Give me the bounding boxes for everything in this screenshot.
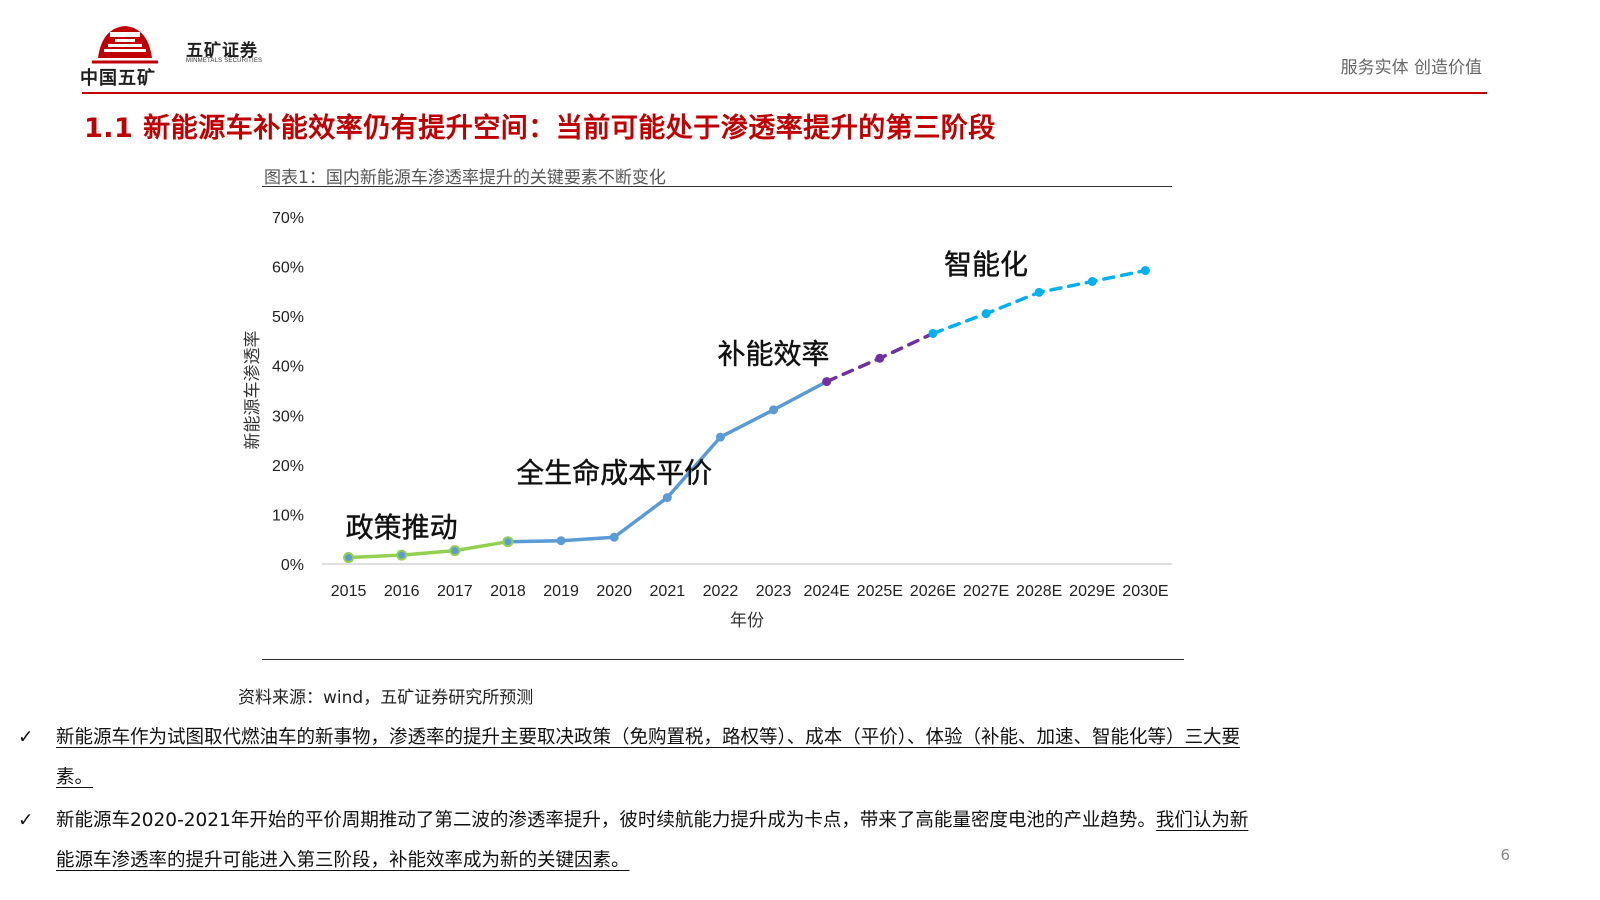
bullet-2-line-2: 能源车渗透率的提升可能进入第三阶段，补能效率成为新的关键因素。: [56, 850, 630, 871]
header-divider: [82, 92, 1487, 94]
y-tick-label: 70%: [272, 210, 304, 227]
data-point: [769, 405, 779, 415]
bullet-1-line-1: 新能源车作为试图取代燃油车的新事物，渗透率的提升主要取决政策（免购置税，路权等）…: [56, 727, 1241, 748]
x-tick-label: 2028E: [1016, 583, 1062, 600]
x-tick-label: 2030E: [1122, 583, 1168, 600]
x-axis-title: 年份: [730, 611, 764, 631]
china-minmetals-logo: [80, 18, 170, 90]
y-tick-label: 40%: [272, 359, 304, 376]
data-point: [981, 309, 991, 319]
x-tick-label: 2017: [437, 583, 473, 600]
data-point: [1140, 266, 1150, 276]
data-point: [928, 328, 938, 338]
chart-source: 资料来源：wind，五矿证券研究所预测: [238, 688, 534, 708]
y-tick-label: 0%: [281, 557, 304, 574]
data-point: [1087, 276, 1097, 286]
caption-divider: [262, 186, 1172, 187]
data-point: [556, 536, 566, 546]
y-tick-label: 60%: [272, 260, 304, 277]
y-axis-title: 新能源车渗透率: [243, 331, 263, 450]
x-tick-label: 2024E: [804, 583, 850, 600]
y-tick-label: 50%: [272, 309, 304, 326]
data-point: [502, 536, 514, 548]
slogan: 服务实体 创造价值: [1340, 58, 1482, 78]
phase-annotation: 智能化: [944, 248, 1028, 281]
x-tick-label: 2023: [756, 583, 792, 600]
data-point: [343, 552, 355, 564]
phase-annotation: 全生命成本平价: [516, 456, 712, 489]
y-tick-label: 30%: [272, 408, 304, 425]
phase-annotation: 补能效率: [718, 337, 830, 370]
x-tick-label: 2025E: [857, 583, 903, 600]
page-number: 6: [1500, 846, 1510, 864]
x-tick-label: 2018: [490, 583, 526, 600]
bullet-1-line-2: 素。: [56, 767, 94, 788]
x-tick-label: 2022: [703, 583, 739, 600]
checkmark-icon: ✓: [18, 727, 34, 748]
data-point: [609, 532, 619, 542]
x-tick-label: 2015: [331, 583, 367, 600]
logo-text: 中国五矿: [80, 68, 156, 89]
bullet-2-line-1-emphasis: 我们认为新: [1155, 810, 1249, 831]
chart-caption: 图表1：国内新能源车渗透率提升的关键要素不断变化: [264, 168, 666, 188]
securities-english-name: MINMETALS SECURITIES: [186, 58, 263, 64]
bullet-2-line-1: 新能源车2020-2021年开始的平价周期推动了第二波的渗透率提升，彼时续航能力…: [56, 810, 1156, 831]
x-tick-label: 2020: [596, 583, 632, 600]
data-point: [1034, 287, 1044, 297]
y-tick-label: 20%: [272, 458, 304, 475]
data-point: [662, 493, 672, 503]
phase-annotation: 政策推动: [346, 511, 458, 544]
x-tick-label: 2016: [384, 583, 420, 600]
data-point: [875, 353, 885, 363]
securities-name: 五矿证券: [186, 41, 258, 61]
x-tick-label: 2029E: [1069, 583, 1115, 600]
data-point: [449, 545, 461, 557]
x-tick-label: 2019: [543, 583, 579, 600]
x-tick-label: 2021: [650, 583, 686, 600]
x-tick-label: 2027E: [963, 583, 1009, 600]
page-title: 1.1 新能源车补能效率仍有提升空间：当前可能处于渗透率提升的第三阶段: [84, 113, 996, 144]
x-tick-label: 2026E: [910, 583, 956, 600]
series-line-segment: [346, 539, 510, 560]
y-tick-label: 10%: [272, 507, 304, 524]
chart-bottom-divider: [262, 659, 1184, 660]
data-point: [396, 549, 408, 561]
data-point: [822, 377, 832, 387]
checkmark-icon: ✓: [18, 810, 34, 831]
data-point: [715, 432, 725, 442]
logo-emblem-icon: [92, 26, 158, 64]
